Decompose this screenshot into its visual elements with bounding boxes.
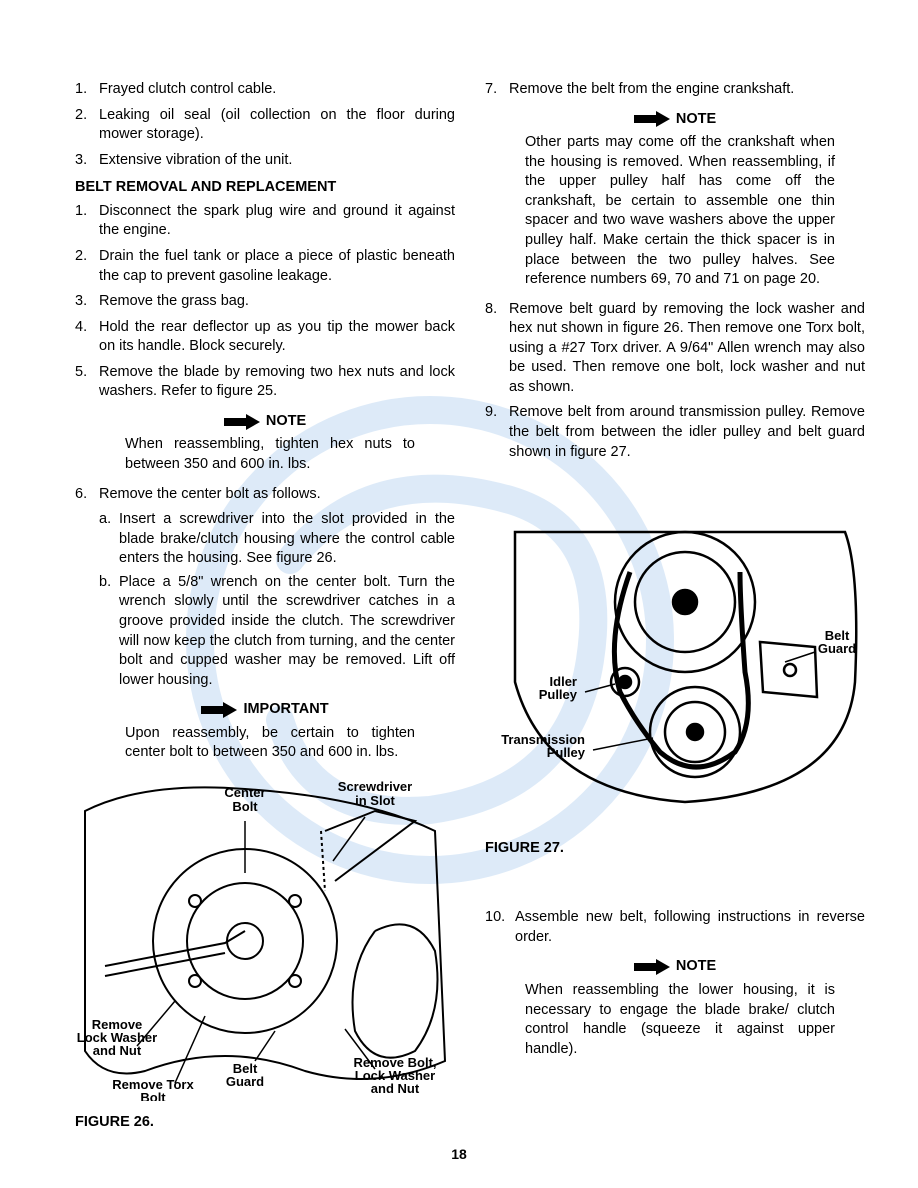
item-text: Remove the grass bag. <box>99 292 455 312</box>
important-label: IMPORTANT <box>243 700 328 720</box>
svg-text:RemoveLock Washerand Nut: RemoveLock Washerand Nut <box>77 1017 157 1058</box>
right-column: 7. Remove the belt from the engine crank… <box>485 80 865 1133</box>
list-item: 3. Remove the grass bag. <box>75 292 455 312</box>
item-number: 6. <box>75 485 99 505</box>
sub-list-item: a. Insert a screwdriver into the slot pr… <box>99 510 455 569</box>
item-text: Insert a screwdriver into the slot provi… <box>119 510 455 569</box>
svg-text:CenterBolt: CenterBolt <box>224 785 265 814</box>
item-number: 10. <box>485 908 515 947</box>
item-letter: a. <box>99 510 119 569</box>
svg-text:Remove Bolt,Lock Washerand Nut: Remove Bolt,Lock Washerand Nut <box>353 1055 436 1096</box>
item-number: 7. <box>485 80 509 100</box>
item-number: 1. <box>75 80 99 100</box>
item-text: Remove the belt from the engine cranksha… <box>509 80 865 100</box>
list-item: 2. Drain the fuel tank or place a piece … <box>75 247 455 286</box>
item-text: Remove the center bolt as follows. <box>99 485 455 505</box>
item-text: Leaking oil seal (oil collection on the … <box>99 106 455 145</box>
svg-text:IdlerPulley: IdlerPulley <box>539 674 578 702</box>
list-item: 4. Hold the rear deflector up as you tip… <box>75 318 455 357</box>
note-block: NOTE When reassembling, tighten hex nuts… <box>75 412 455 475</box>
section-heading: BELT REMOVAL AND REPLACEMENT <box>75 178 455 198</box>
svg-text:BeltGuard: BeltGuard <box>818 628 856 656</box>
note-label: NOTE <box>676 110 716 130</box>
note-block: NOTE Other parts may come off the cranks… <box>485 110 865 290</box>
item-text: Frayed clutch control cable. <box>99 80 455 100</box>
item-number: 9. <box>485 403 509 462</box>
item-text: Drain the fuel tank or place a piece of … <box>99 247 455 286</box>
important-body: Upon reassembly, be certain to tighten c… <box>125 724 415 763</box>
note-body: When reassembling the lower housing, it … <box>525 981 835 1059</box>
item-text: Remove belt guard by removing the lock w… <box>509 300 865 398</box>
arrow-right-icon <box>634 959 670 975</box>
svg-text:Remove TorxBolt: Remove TorxBolt <box>112 1077 194 1101</box>
item-number: 2. <box>75 106 99 145</box>
item-number: 4. <box>75 318 99 357</box>
item-text: Place a 5/8" wrench on the center bolt. … <box>119 573 455 690</box>
list-item: 1. Disconnect the spark plug wire and gr… <box>75 202 455 241</box>
important-block: IMPORTANT Upon reassembly, be certain to… <box>75 700 455 763</box>
arrow-right-icon <box>634 111 670 127</box>
list-item: 5. Remove the blade by removing two hex … <box>75 363 455 402</box>
list-item: 8. Remove belt guard by removing the loc… <box>485 300 865 398</box>
page-number: 18 <box>0 1146 918 1162</box>
list-item: 3. Extensive vibration of the unit. <box>75 151 455 171</box>
list-item: 2. Leaking oil seal (oil collection on t… <box>75 106 455 145</box>
note-label: NOTE <box>676 957 716 977</box>
list-item: 10. Assemble new belt, following instruc… <box>485 908 865 947</box>
item-text: Assemble new belt, following instruction… <box>515 908 865 947</box>
item-letter: b. <box>99 573 119 690</box>
list-item: 6. Remove the center bolt as follows. <box>75 485 455 505</box>
item-text: Remove belt from around transmission pul… <box>509 403 865 462</box>
note-body: Other parts may come off the crankshaft … <box>525 133 835 290</box>
item-text: Hold the rear deflector up as you tip th… <box>99 318 455 357</box>
list-item: 1. Frayed clutch control cable. <box>75 80 455 100</box>
svg-text:TransmissionPulley: TransmissionPulley <box>501 732 586 760</box>
left-column: 1. Frayed clutch control cable. 2. Leaki… <box>75 80 455 1133</box>
note-body: When reassembling, tighten hex nuts to b… <box>125 435 415 474</box>
note-label: NOTE <box>266 412 306 432</box>
arrow-right-icon <box>224 414 260 430</box>
item-number: 3. <box>75 292 99 312</box>
item-number: 2. <box>75 247 99 286</box>
figure-caption: FIGURE 26. <box>75 1113 455 1133</box>
list-item: 7. Remove the belt from the engine crank… <box>485 80 865 100</box>
arrow-right-icon <box>201 702 237 718</box>
item-number: 1. <box>75 202 99 241</box>
item-number: 3. <box>75 151 99 171</box>
figure-27: BeltGuard IdlerPulley TransmissionPulley… <box>485 522 865 858</box>
item-number: 8. <box>485 300 509 398</box>
item-text: Extensive vibration of the unit. <box>99 151 455 171</box>
figure-26: CenterBolt Screwdriverin Slot RemoveLock… <box>75 771 455 1108</box>
list-item: 9. Remove belt from around transmission … <box>485 403 865 462</box>
item-text: Disconnect the spark plug wire and groun… <box>99 202 455 241</box>
sub-list-item: b. Place a 5/8" wrench on the center bol… <box>99 573 455 690</box>
figure-caption: FIGURE 27. <box>485 839 865 859</box>
svg-text:BeltGuard: BeltGuard <box>226 1061 264 1089</box>
item-text: Remove the blade by removing two hex nut… <box>99 363 455 402</box>
item-number: 5. <box>75 363 99 402</box>
note-block: NOTE When reassembling the lower housing… <box>485 957 865 1059</box>
